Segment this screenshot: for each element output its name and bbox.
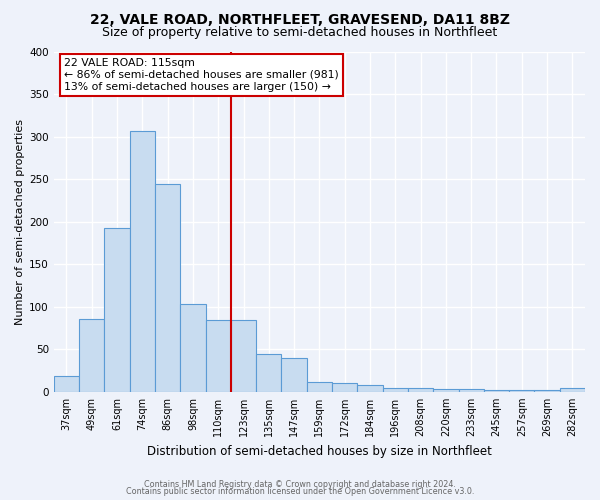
Bar xyxy=(408,388,433,392)
Bar xyxy=(180,304,206,392)
Bar xyxy=(256,354,281,392)
Bar xyxy=(458,390,484,392)
Bar xyxy=(206,320,231,392)
Text: 22, VALE ROAD, NORTHFLEET, GRAVESEND, DA11 8BZ: 22, VALE ROAD, NORTHFLEET, GRAVESEND, DA… xyxy=(90,12,510,26)
Text: Contains public sector information licensed under the Open Government Licence v3: Contains public sector information licen… xyxy=(126,488,474,496)
Text: Contains HM Land Registry data © Crown copyright and database right 2024.: Contains HM Land Registry data © Crown c… xyxy=(144,480,456,489)
Bar xyxy=(130,130,155,392)
Bar xyxy=(307,382,332,392)
Bar xyxy=(332,384,358,392)
Bar xyxy=(281,358,307,392)
Bar xyxy=(433,390,458,392)
Y-axis label: Number of semi-detached properties: Number of semi-detached properties xyxy=(15,118,25,324)
Text: 22 VALE ROAD: 115sqm
← 86% of semi-detached houses are smaller (981)
13% of semi: 22 VALE ROAD: 115sqm ← 86% of semi-detac… xyxy=(64,58,339,92)
Bar xyxy=(54,376,79,392)
Bar xyxy=(358,385,383,392)
Bar xyxy=(104,228,130,392)
X-axis label: Distribution of semi-detached houses by size in Northfleet: Distribution of semi-detached houses by … xyxy=(147,444,492,458)
Bar xyxy=(535,390,560,392)
Bar xyxy=(484,390,509,392)
Bar xyxy=(231,320,256,392)
Bar xyxy=(509,390,535,392)
Bar xyxy=(560,388,585,392)
Bar xyxy=(383,388,408,392)
Bar xyxy=(155,184,180,392)
Bar xyxy=(79,320,104,392)
Text: Size of property relative to semi-detached houses in Northfleet: Size of property relative to semi-detach… xyxy=(103,26,497,39)
